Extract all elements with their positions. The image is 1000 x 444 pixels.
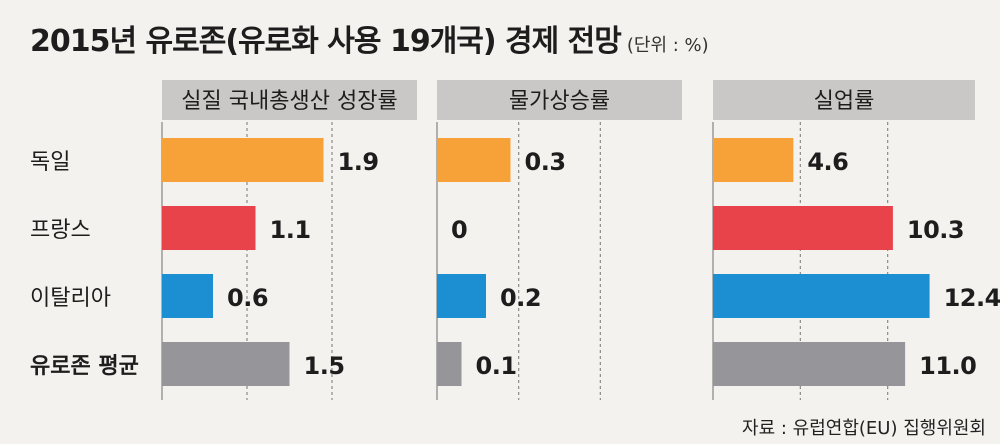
bar <box>713 342 906 386</box>
source-note: 자료 : 유럽연합(EU) 집행위원회 <box>742 418 986 439</box>
value-label: 0 <box>451 216 467 244</box>
bar <box>162 138 324 182</box>
bar <box>162 206 256 250</box>
value-label: 0.6 <box>227 284 268 312</box>
category-label: 독일 <box>30 150 70 175</box>
value-label: 1.9 <box>338 148 379 176</box>
value-label: 12.4 <box>944 284 1000 312</box>
value-label: 10.3 <box>907 216 964 244</box>
panel-header <box>437 80 682 120</box>
bar <box>437 138 511 182</box>
value-label: 11.0 <box>919 352 976 380</box>
unit-label: (단위 : %) <box>626 35 709 56</box>
value-label: 1.5 <box>304 352 345 380</box>
value-label: 1.1 <box>270 216 311 244</box>
bar <box>437 342 462 386</box>
bar <box>437 274 486 318</box>
category-label: 프랑스 <box>30 218 91 243</box>
bar <box>713 206 893 250</box>
panel-header <box>162 80 417 120</box>
category-label: 이탈리아 <box>30 286 111 311</box>
value-label: 0.3 <box>525 148 566 176</box>
panel-title: 실업률 <box>814 89 875 114</box>
chart-title-text: 2015년 유로존(유로화 사용 19개국) 경제 전망 <box>30 24 622 59</box>
panel-header <box>713 80 975 120</box>
panel-title: 실질 국내총생산 성장률 <box>181 89 397 114</box>
value-label: 4.6 <box>807 148 848 176</box>
category-label: 유로존 평균 <box>30 354 139 379</box>
chart-title: 2015년 유로존(유로화 사용 19개국) 경제 전망 (단위 : %) <box>30 16 709 60</box>
panel-title: 물가상승률 <box>509 89 610 114</box>
bar <box>162 274 213 318</box>
bar <box>713 138 794 182</box>
bar <box>713 274 930 318</box>
value-label: 0.2 <box>500 284 541 312</box>
value-label: 0.1 <box>476 352 517 380</box>
bar <box>162 342 290 386</box>
